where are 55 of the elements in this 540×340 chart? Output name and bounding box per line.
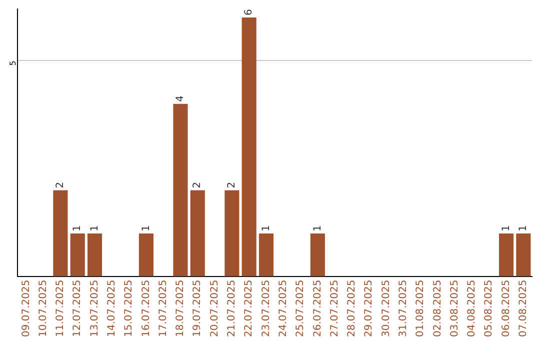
- x-tick-label: 26.07.2025: [312, 280, 324, 338]
- data-label: 1: [500, 225, 512, 232]
- bar: [70, 234, 85, 276]
- data-label: 1: [518, 225, 530, 232]
- x-tick-label: 23.07.2025: [260, 280, 272, 338]
- x-tick-label: 04.08.2025: [466, 280, 478, 338]
- bar: [310, 234, 325, 276]
- bar: [138, 234, 154, 276]
- x-tick-label: 16.07.2025: [140, 280, 152, 338]
- data-label: 1: [72, 225, 84, 232]
- x-tick-label: 02.08.2025: [432, 280, 444, 338]
- x-tick-label: 09.07.2025: [20, 280, 32, 338]
- data-label: 2: [192, 182, 204, 188]
- data-label: 6: [244, 9, 255, 16]
- x-tick-label: 21.07.2025: [226, 280, 238, 338]
- bar: [173, 104, 188, 276]
- x-tick-label: 25.07.2025: [295, 280, 306, 338]
- data-label: 1: [140, 225, 152, 232]
- data-label: 2: [55, 182, 66, 188]
- x-tick-label: 10.07.2025: [38, 280, 49, 338]
- x-tick-label: 15.07.2025: [124, 280, 135, 338]
- data-label: 1: [89, 225, 100, 232]
- x-tick-label: 19.07.2025: [192, 280, 204, 338]
- x-tick-label: 24.07.2025: [278, 280, 289, 338]
- data-label: 4: [175, 96, 186, 102]
- x-tick-label: 28.07.2025: [346, 280, 358, 338]
- x-tick-label: 17.07.2025: [158, 280, 169, 338]
- data-label: 2: [226, 182, 238, 188]
- y-tick-label: 5: [8, 60, 18, 66]
- x-tick-label: 13.07.2025: [89, 280, 100, 338]
- bar: [87, 234, 102, 276]
- bar: [242, 17, 256, 276]
- bar: [224, 190, 240, 276]
- x-tick-label: 30.07.2025: [380, 280, 392, 338]
- bar: [53, 190, 68, 276]
- bar: [516, 234, 531, 276]
- data-label: 1: [260, 225, 272, 232]
- x-tick-label: 03.08.2025: [449, 280, 460, 338]
- x-tick-label: 14.07.2025: [106, 280, 118, 338]
- x-tick-label: 20.07.2025: [209, 280, 220, 338]
- x-tick-label: 01.08.2025: [415, 280, 426, 338]
- x-tick-label: 11.07.2025: [55, 280, 66, 338]
- x-tick-label: 07.08.2025: [518, 280, 530, 338]
- data-label: 1: [312, 225, 324, 232]
- x-tick-label: 12.07.2025: [72, 280, 84, 338]
- bar: [190, 190, 205, 276]
- x-tick-label: 06.08.2025: [500, 280, 512, 338]
- x-tick-label: 22.07.2025: [244, 280, 255, 338]
- x-tick-label: 27.07.2025: [329, 280, 340, 338]
- x-tick-label: 18.07.2025: [175, 280, 186, 338]
- x-tick-label: 05.08.2025: [484, 280, 495, 338]
- x-tick-label: 29.07.2025: [364, 280, 375, 338]
- bar: [258, 234, 274, 276]
- bar: [498, 234, 514, 276]
- x-tick-label: 31.07.2025: [398, 280, 409, 338]
